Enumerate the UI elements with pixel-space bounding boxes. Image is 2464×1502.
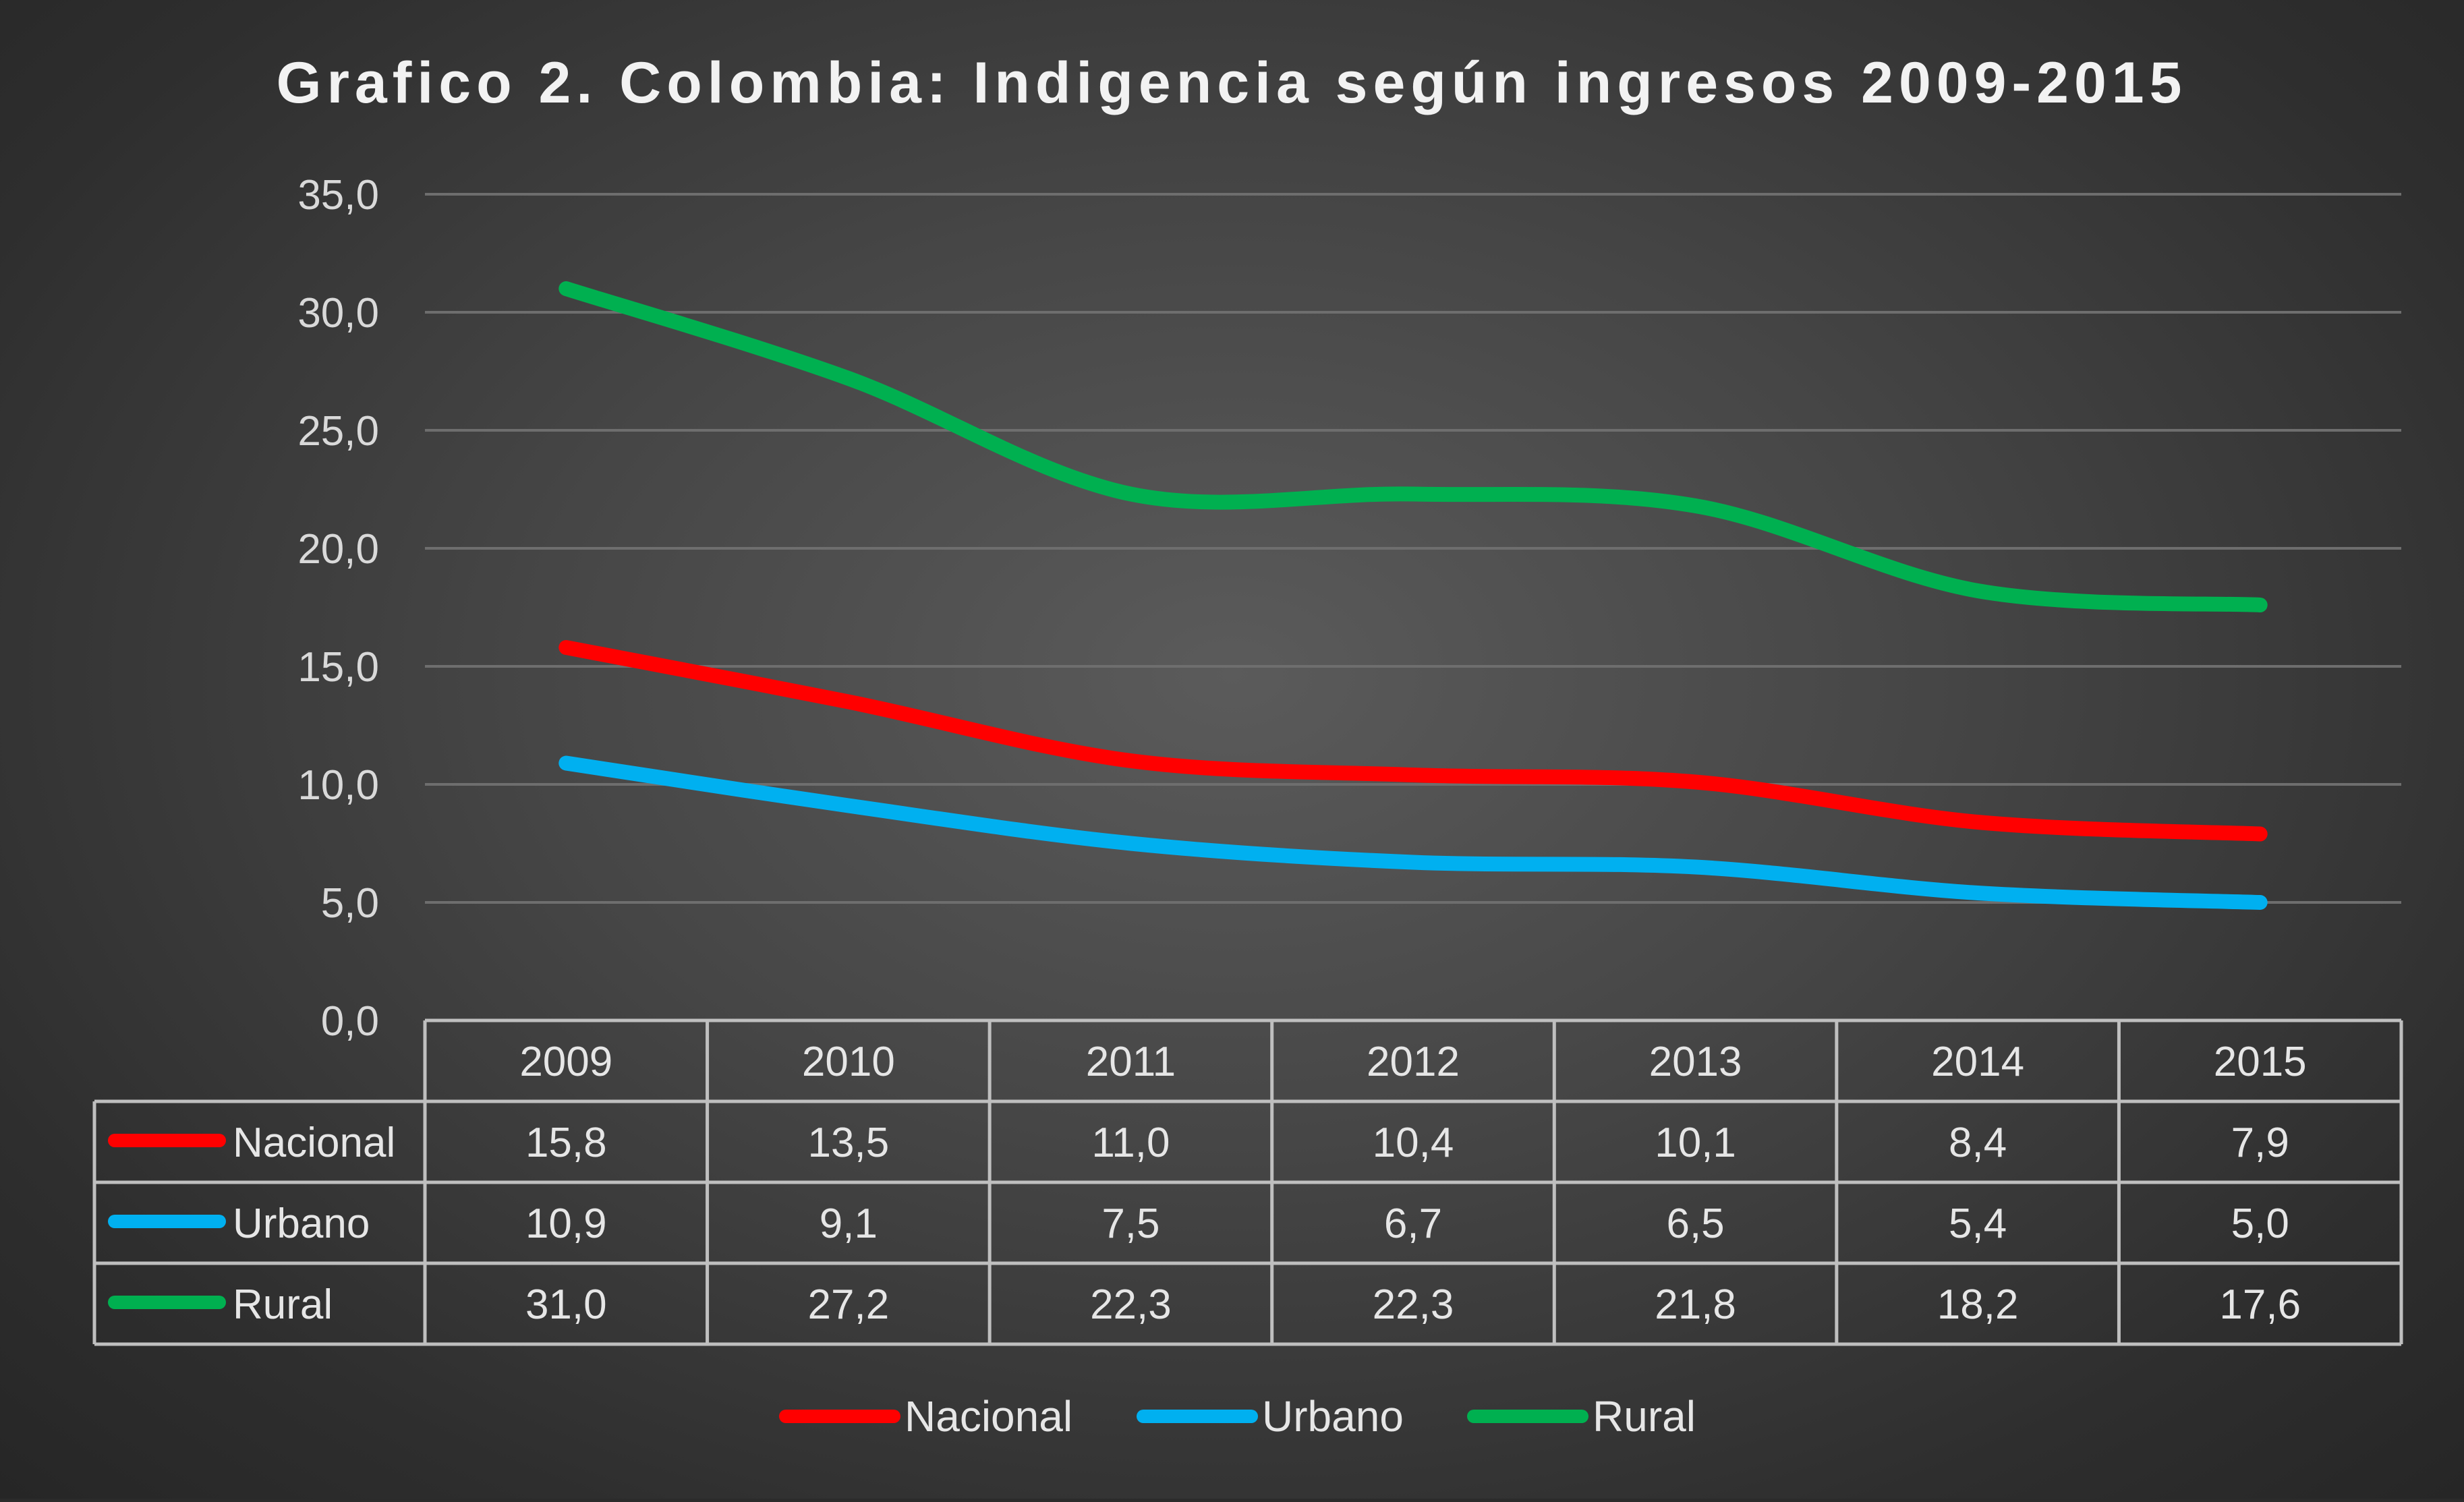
table-row-label: Nacional bbox=[233, 1120, 395, 1166]
legend: Nacional Urbano Rural bbox=[779, 1392, 1696, 1441]
data-label: 7,9 bbox=[2231, 1120, 2289, 1166]
data-label: 8,4 bbox=[1949, 1120, 2007, 1166]
data-label: 22,3 bbox=[1090, 1281, 1172, 1328]
data-label: 15,8 bbox=[525, 1120, 607, 1166]
y-tick-label: 0,0 bbox=[321, 998, 379, 1045]
data-label: 10,4 bbox=[1373, 1120, 1454, 1166]
data-label: 5,4 bbox=[1949, 1201, 2007, 1247]
x-tick-label: 2014 bbox=[1931, 1039, 2024, 1085]
data-label: 27,2 bbox=[808, 1281, 890, 1328]
y-tick-label: 35,0 bbox=[297, 172, 379, 219]
data-label: 9,1 bbox=[820, 1201, 878, 1247]
y-tick-label: 30,0 bbox=[297, 290, 379, 337]
series-line-nacional bbox=[558, 640, 2268, 842]
data-label: 6,5 bbox=[1666, 1201, 1724, 1247]
y-tick-label: 20,0 bbox=[297, 526, 379, 573]
y-tick-label: 25,0 bbox=[297, 408, 379, 455]
series-line-rural bbox=[558, 281, 2268, 612]
data-table: 2009 2010 2011 2012 2013 2014 2015 Nacional 15,8… bbox=[92, 1018, 2403, 1346]
legend-label: Urbano bbox=[1262, 1392, 1404, 1441]
y-tick-label: 5,0 bbox=[321, 880, 379, 927]
data-label: 7,5 bbox=[1101, 1201, 1159, 1247]
x-tick-label: 2015 bbox=[2214, 1039, 2307, 1085]
data-label: 10,1 bbox=[1655, 1120, 1736, 1166]
y-tick-label: 15,0 bbox=[297, 644, 379, 691]
x-tick-label: 2013 bbox=[1649, 1039, 1742, 1085]
y-tick-label: 10,0 bbox=[297, 762, 379, 809]
legend-label: Rural bbox=[1593, 1392, 1696, 1441]
data-label: 21,8 bbox=[1655, 1281, 1736, 1328]
chart-title: Grafico 2. Colombia: Indigencia según in… bbox=[277, 51, 2187, 115]
series-lines bbox=[558, 281, 2268, 910]
x-tick-label: 2009 bbox=[519, 1039, 612, 1085]
x-tick-label: 2012 bbox=[1367, 1039, 1460, 1085]
data-label: 13,5 bbox=[808, 1120, 890, 1166]
x-tick-label: 2011 bbox=[1086, 1039, 1176, 1085]
y-axis-tick-labels: 0,0 5,0 10,0 15,0 20,0 25,0 30,0 35,0 bbox=[297, 172, 379, 1045]
x-tick-label: 2010 bbox=[802, 1039, 895, 1085]
data-label: 5,0 bbox=[2231, 1201, 2289, 1247]
data-label: 18,2 bbox=[1937, 1281, 2019, 1328]
series-line-urbano bbox=[558, 755, 2268, 910]
data-label: 11,0 bbox=[1091, 1120, 1170, 1166]
gridlines bbox=[425, 193, 2401, 904]
table-row-label: Rural bbox=[233, 1281, 333, 1328]
table-row-label: Urbano bbox=[233, 1201, 370, 1247]
data-label: 6,7 bbox=[1384, 1201, 1442, 1247]
data-label: 22,3 bbox=[1373, 1281, 1454, 1328]
legend-label: Nacional bbox=[905, 1392, 1072, 1441]
data-label: 31,0 bbox=[525, 1281, 607, 1328]
data-label: 10,9 bbox=[525, 1201, 607, 1247]
data-label: 17,6 bbox=[2219, 1281, 2301, 1328]
